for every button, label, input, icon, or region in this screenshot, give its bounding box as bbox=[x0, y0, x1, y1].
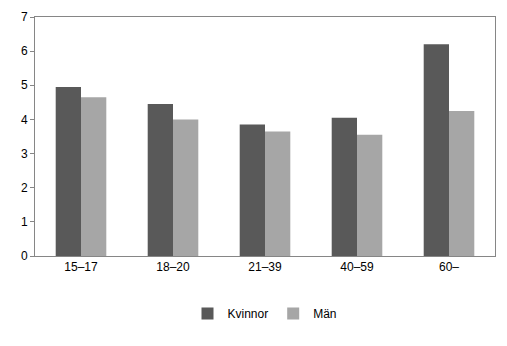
svg-text:60–: 60– bbox=[439, 260, 459, 274]
svg-text:40–59: 40–59 bbox=[340, 260, 374, 274]
svg-text:18–20: 18–20 bbox=[156, 260, 190, 274]
svg-text:21–39: 21–39 bbox=[248, 260, 282, 274]
svg-text:4: 4 bbox=[21, 113, 28, 127]
svg-text:5: 5 bbox=[21, 78, 28, 92]
svg-text:Män: Män bbox=[313, 307, 336, 321]
svg-text:15–17: 15–17 bbox=[64, 260, 98, 274]
svg-text:6: 6 bbox=[21, 44, 28, 58]
svg-text:2: 2 bbox=[21, 181, 28, 195]
svg-text:7: 7 bbox=[21, 10, 28, 24]
svg-text:0: 0 bbox=[21, 249, 28, 263]
svg-text:Kvinnor: Kvinnor bbox=[228, 307, 269, 321]
svg-text:3: 3 bbox=[21, 147, 28, 161]
svg-text:1: 1 bbox=[21, 215, 28, 229]
